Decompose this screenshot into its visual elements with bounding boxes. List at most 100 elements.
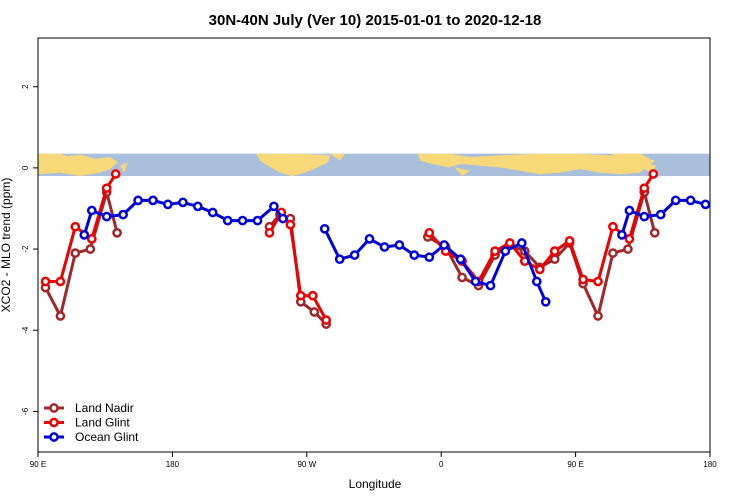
- x-tick-label-2: 90 W: [297, 460, 316, 469]
- series-2-point-0-1: [86, 205, 97, 216]
- series-2-point-0-8: [192, 201, 203, 212]
- x-tick-label-3: 0: [439, 460, 444, 469]
- series-2-point-1-14: [531, 276, 542, 287]
- x-axis-ticks: 90 E 180 90 W 0 90 E 180: [30, 452, 717, 469]
- series-1-point-2-11: [593, 276, 603, 287]
- legend-marker-1: [49, 417, 59, 428]
- series-0-point-2-11: [593, 311, 603, 321]
- series-2-point-0-3: [118, 209, 128, 220]
- series-1-point-2-9: [564, 236, 575, 246]
- series-2-point-0-2: [101, 211, 112, 222]
- series-0-point-0-3: [85, 244, 96, 254]
- series-2-point-0-7: [178, 197, 188, 208]
- legend-label-1: Land Glint: [75, 416, 130, 430]
- series-2-point-0-9: [207, 207, 218, 218]
- y-tick-label-2: -2: [21, 245, 30, 253]
- series-0-line-0: [44, 190, 119, 318]
- series-2-point-0-5: [148, 195, 158, 206]
- series-0-point-2-8: [549, 254, 560, 265]
- series-2-point-1-15: [540, 296, 551, 307]
- series-2-point-1-2: [349, 250, 360, 260]
- map-land-0: [38, 153, 118, 176]
- x-tick-label-4: 90 E: [567, 460, 583, 469]
- world-map-band: [38, 153, 710, 176]
- series-2-point-0-10: [222, 215, 233, 226]
- series-1-point-2-15: [648, 169, 659, 179]
- map-land-2: [256, 153, 330, 176]
- series-2-point-1-5: [394, 240, 405, 250]
- series-1-point-2-4: [490, 246, 500, 256]
- series-2-point-2-2: [639, 211, 650, 222]
- series-1-point-2-14: [639, 183, 650, 194]
- series-1-point-0-2: [70, 221, 81, 232]
- series-2-point-1-11: [485, 280, 496, 291]
- series-1-point-1-0: [264, 227, 275, 238]
- y-tick-label-1: 0: [21, 165, 30, 170]
- series-0-point-2-15: [649, 227, 660, 238]
- series-0: [40, 187, 660, 329]
- series-0-point-1-4: [309, 307, 320, 317]
- map-land-3: [330, 153, 345, 161]
- series-2-point-2-1: [624, 205, 635, 216]
- series-0-point-2-12: [608, 248, 618, 258]
- y-tick-label-4: -6: [21, 407, 30, 415]
- series-1-point-1-5: [321, 315, 332, 325]
- series-1-point-2-7: [534, 264, 545, 275]
- series-2-point-1-7: [424, 252, 435, 263]
- series-2-point-0-6: [163, 199, 173, 210]
- series-1-point-0-0: [40, 276, 51, 287]
- legend-label-2: Ocean Glint: [75, 430, 139, 444]
- series-2-line-1: [323, 228, 548, 303]
- series-2-point-1-6: [409, 250, 420, 260]
- series-2-point-0-12: [252, 215, 263, 226]
- series-1-point-2-8: [549, 246, 560, 256]
- series-2-point-2-4: [670, 195, 681, 206]
- series-0-point-0-2: [70, 248, 81, 258]
- series-1-point-0-3: [86, 234, 97, 244]
- series-2: [79, 195, 711, 307]
- series-2-point-2-6: [700, 199, 711, 210]
- legend-marker-0: [49, 403, 59, 413]
- series-1-point-1-3: [295, 290, 306, 301]
- series-2-point-1-13: [516, 238, 527, 248]
- plot-frame: [37, 37, 711, 453]
- series-0-point-2-2: [457, 272, 467, 283]
- series-2-point-1-0: [319, 223, 330, 234]
- series-2-point-2-3: [655, 209, 666, 220]
- legend-marker-2: [49, 432, 59, 442]
- series-1-point-2-10: [578, 274, 588, 285]
- series-layer: [40, 169, 711, 329]
- series-0-point-0-5: [112, 227, 122, 238]
- map-land-1: [120, 162, 128, 173]
- series-2-point-1-12: [500, 246, 511, 256]
- series-2-point-0-4: [133, 195, 143, 206]
- series-1-point-2-12: [608, 221, 618, 232]
- series-1-point-1-4: [307, 290, 318, 301]
- series-2-point-1-10: [470, 276, 481, 287]
- series-0-point-2-13: [623, 244, 633, 254]
- series-1-point-0-1: [55, 276, 66, 287]
- series-2-point-0-0: [79, 230, 90, 240]
- series-2-point-1-8: [439, 240, 450, 250]
- series-1-point-2-5: [505, 238, 515, 248]
- x-tick-label-0: 90 E: [30, 460, 46, 469]
- series-1-point-1-2: [285, 219, 296, 230]
- map-land-4: [418, 153, 655, 175]
- series-0-line-2: [427, 190, 657, 318]
- series-2-point-1-4: [379, 242, 390, 252]
- series-2-point-0-13: [269, 201, 279, 212]
- y-tick-label-0: 2: [21, 84, 30, 89]
- series-1-point-0-4: [101, 183, 112, 194]
- y-axis-title: XCO2 - MLO trend (ppm): [0, 178, 13, 313]
- map-land-6: [610, 153, 650, 163]
- series-1-point-0-5: [110, 169, 121, 179]
- series-2-point-2-5: [685, 195, 696, 206]
- series-2-point-1-9: [455, 254, 466, 265]
- series-1-point-2-13: [624, 234, 635, 244]
- series-2-point-0-11: [237, 215, 248, 226]
- chart-title: 30N-40N July (Ver 10) 2015-01-01 to 2020…: [209, 12, 542, 29]
- y-axis-ticks: 2 0 -2 -4 -6: [21, 84, 38, 415]
